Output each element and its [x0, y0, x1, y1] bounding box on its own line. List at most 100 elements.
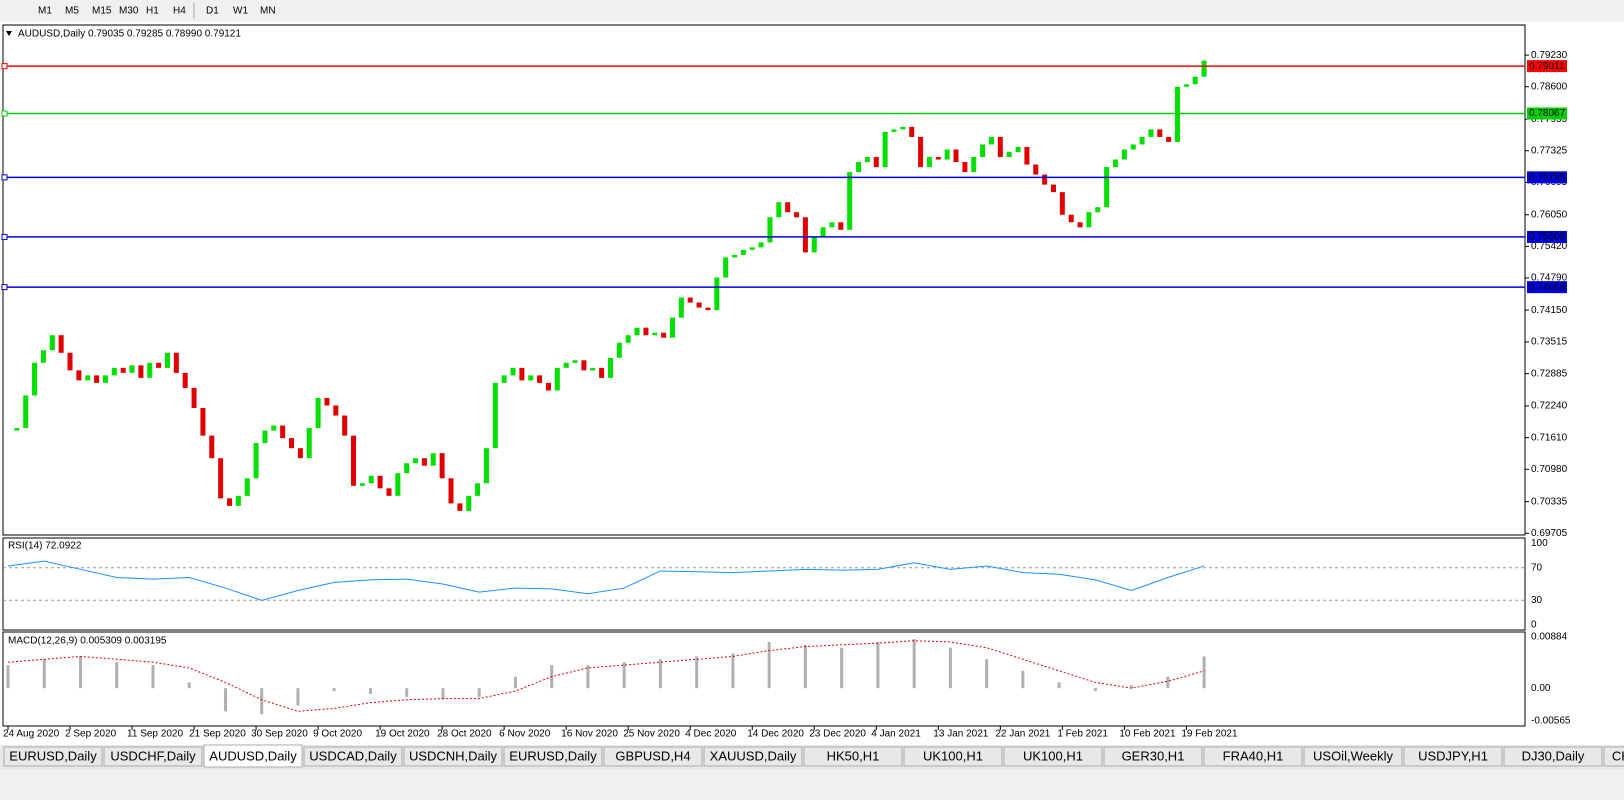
candle-body — [510, 367, 516, 376]
tab-label[interactable]: CHINA300,H1 — [1612, 748, 1624, 763]
candle-body — [120, 367, 126, 373]
candle-body — [1006, 151, 1012, 158]
macd-tick-label: -0.00565 — [1531, 715, 1571, 726]
level-label-box — [1527, 171, 1567, 184]
tab-label[interactable]: EURUSD,Daily — [509, 748, 597, 763]
candle-body — [324, 397, 330, 406]
rsi-label: RSI(14) 72.0922 — [8, 541, 82, 552]
candle-body — [182, 372, 188, 388]
tab-label[interactable]: AUDUSD,Daily — [209, 748, 297, 763]
candle-body — [359, 483, 365, 486]
timeframe-button[interactable]: MN — [260, 6, 276, 17]
level-label: 0.79011 — [1529, 61, 1565, 72]
tab[interactable] — [1503, 746, 1603, 767]
tab-label[interactable]: HK50,H1 — [827, 748, 880, 763]
tab[interactable] — [1003, 746, 1103, 767]
candle-body — [85, 375, 91, 381]
candle-body — [634, 327, 640, 336]
tab[interactable] — [203, 744, 303, 768]
macd-bar — [296, 688, 300, 706]
candle-body — [997, 136, 1003, 158]
tab[interactable] — [1103, 746, 1203, 767]
tab-label[interactable]: GBPUSD,H4 — [615, 748, 690, 763]
macd-bar — [332, 688, 336, 692]
candle-body — [1130, 144, 1136, 150]
candle-body — [289, 438, 295, 449]
candle-body — [758, 242, 764, 248]
candle-body — [882, 131, 888, 168]
tab-label[interactable]: FRA40,H1 — [1223, 748, 1284, 763]
timeframe-button[interactable]: M5 — [65, 6, 79, 17]
timeframe-button[interactable]: H1 — [146, 6, 159, 17]
tab[interactable] — [1203, 746, 1303, 767]
tab-label[interactable]: USDCHF,Daily — [110, 748, 196, 763]
level-label-box — [1527, 60, 1567, 73]
x-tick-label: 1 Feb 2021 — [1057, 729, 1108, 740]
y-tick-label: 0.78600 — [1531, 81, 1568, 92]
candle-body — [306, 428, 312, 459]
candle-body — [661, 332, 667, 338]
collapse-icon[interactable] — [6, 31, 12, 36]
candle-body — [767, 217, 773, 243]
x-tick-label: 2 Sep 2020 — [65, 729, 117, 740]
tab-label[interactable]: XAUUSD,Daily — [710, 748, 797, 763]
candle-body — [173, 352, 179, 373]
tab-label[interactable]: USDCNH,Daily — [409, 748, 498, 763]
tab[interactable] — [403, 746, 503, 767]
candle-body — [1015, 146, 1021, 152]
candle-body — [652, 332, 658, 336]
tab-label[interactable]: DJ30,Daily — [1522, 748, 1585, 763]
tab[interactable] — [103, 746, 203, 767]
candle-body — [811, 237, 817, 253]
candle-body — [200, 408, 206, 436]
timeframe-button[interactable]: W1 — [233, 6, 248, 17]
tab[interactable] — [1603, 746, 1624, 767]
timeframe-button[interactable]: D1 — [206, 6, 219, 17]
y-tick-label: 0.74150 — [1531, 305, 1568, 316]
y-tick-label: 0.77325 — [1531, 145, 1568, 156]
candle-body — [1068, 214, 1074, 223]
x-tick-label: 14 Dec 2020 — [747, 729, 804, 740]
x-tick-label: 25 Nov 2020 — [623, 729, 680, 740]
tab-label[interactable]: UK100,H1 — [923, 748, 983, 763]
tab[interactable] — [1403, 746, 1503, 767]
macd-bar — [876, 641, 880, 689]
tab[interactable] — [303, 746, 403, 767]
macd-bar — [1093, 688, 1097, 692]
tab[interactable] — [703, 746, 803, 767]
level-handle — [1, 110, 8, 117]
timeframe-button[interactable]: M1 — [38, 6, 52, 17]
tab-label[interactable]: EURUSD,Daily — [9, 748, 97, 763]
candle-body — [280, 425, 286, 439]
tab[interactable] — [3, 746, 103, 767]
tab-label[interactable]: USDJPY,H1 — [1418, 748, 1488, 763]
price-panel — [2, 24, 1526, 536]
tab[interactable] — [603, 746, 703, 767]
candle-body — [625, 335, 631, 343]
tab-label[interactable]: GER30,H1 — [1122, 748, 1185, 763]
candle-body — [1050, 184, 1056, 193]
y-tick-label: 0.75420 — [1531, 241, 1568, 252]
y-tick-label: 0.79230 — [1531, 50, 1568, 61]
candle-body — [67, 352, 73, 371]
x-tick-label: 9 Oct 2020 — [313, 729, 362, 740]
tab[interactable] — [1303, 746, 1403, 767]
timeframe-button[interactable]: M15 — [92, 6, 112, 17]
level-label: 0.75608 — [1529, 232, 1566, 243]
tab[interactable] — [503, 746, 603, 767]
tab-label[interactable]: USOil,Weekly — [1313, 748, 1393, 763]
y-tick-label: 0.70335 — [1531, 496, 1568, 507]
timeframe-button[interactable]: H4 — [173, 6, 186, 17]
tab-label[interactable]: USDCAD,Daily — [309, 748, 397, 763]
tab[interactable] — [803, 746, 903, 767]
tab[interactable] — [903, 746, 1003, 767]
tab-label[interactable]: UK100,H1 — [1023, 748, 1083, 763]
candle-body — [466, 495, 472, 511]
timeframe-button[interactable]: M30 — [119, 6, 139, 17]
rsi-tick-label: 100 — [1531, 538, 1548, 549]
x-tick-label: 4 Dec 2020 — [685, 729, 737, 740]
macd-bar — [912, 639, 916, 689]
y-tick-label: 0.76050 — [1531, 209, 1568, 220]
candle-body — [1157, 129, 1163, 137]
candle-body — [94, 375, 100, 383]
